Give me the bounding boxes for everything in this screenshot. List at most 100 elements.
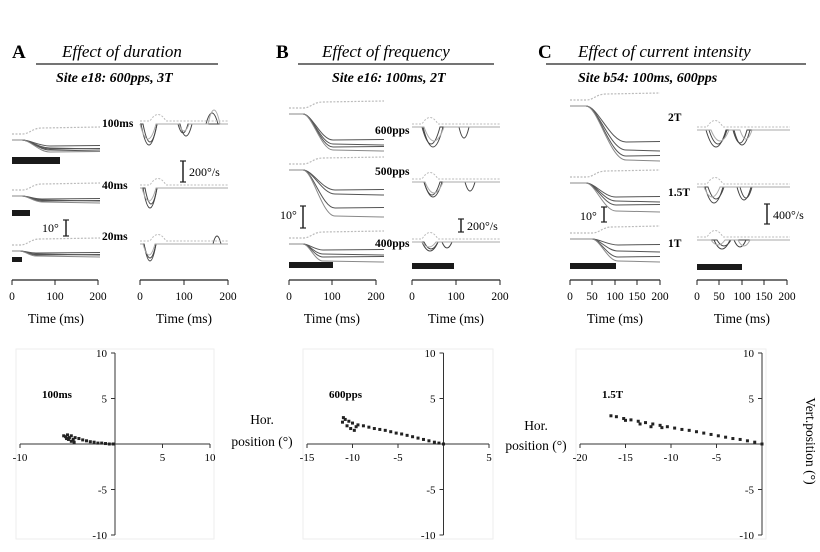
scatter-point	[347, 419, 351, 423]
hor-label-1a: Hor.	[250, 412, 274, 427]
scatter-point	[709, 432, 713, 436]
scatter-point	[389, 430, 393, 434]
y-tick-label: -10	[739, 530, 754, 542]
time-label-c-vel: Time (ms)	[714, 311, 770, 326]
trace-b-pos-500pps	[289, 169, 385, 191]
trace-b-vel-500pps	[412, 181, 500, 196]
scatter-point	[745, 439, 749, 443]
trace-b-vel-500pps-vertical	[412, 172, 500, 180]
scatter-point	[65, 437, 69, 441]
x-tick-label: -15	[618, 452, 633, 464]
trace-c-pos-2T-vertical	[570, 92, 661, 101]
time-axis-c-pos: 0 50 100 150 200 Time (ms)	[567, 279, 669, 326]
x-tick-label: 5	[486, 452, 492, 464]
trace-c-vel-2T	[697, 129, 790, 142]
trace-c-pos-1T	[570, 238, 661, 246]
scale-a-velocity-label: 200°/s	[189, 165, 220, 179]
scatter-condition-label: 1.5T	[602, 389, 624, 401]
scale-c-velocity: 400°/s	[764, 203, 804, 225]
y-tick-label: -5	[426, 485, 436, 497]
position-scatter-plots: -10 5 10 10 5 -5 -10 100ms -15 -10 -5 5 10 5 -5 -10 600p…	[13, 348, 767, 542]
scale-a-velocity: 200°/s	[180, 160, 220, 183]
scatter-point	[622, 417, 626, 421]
trace-b-vel-600pps	[412, 126, 500, 142]
scatter-point	[100, 441, 104, 445]
time-label-a-vel: Time (ms)	[156, 311, 212, 326]
scale-b-position-label: 10°	[280, 208, 297, 222]
scatter-point	[356, 423, 360, 427]
tick-label: 150	[755, 291, 773, 303]
scatter-point	[432, 440, 436, 444]
scatter-point	[665, 425, 669, 429]
tick-label: 100	[175, 291, 193, 303]
scatter-point	[81, 438, 85, 442]
trace-b-pos-600pps-vertical	[289, 100, 385, 109]
stim-bar-a-40ms	[12, 210, 30, 216]
scatter-point	[73, 436, 77, 440]
scale-a-position: 10°	[42, 219, 69, 237]
trace-c-pos-1T-vertical	[570, 225, 661, 234]
tick-label: 0	[9, 291, 15, 303]
scatter-point	[62, 434, 66, 438]
trace-b-pos-400pps	[289, 243, 385, 251]
scatter-point	[442, 442, 445, 446]
tick-label: 200	[367, 291, 385, 303]
trace-a-vel-20ms	[140, 243, 228, 256]
tick-label: 100	[733, 291, 751, 303]
panel-c-site: Site b54: 100ms, 600pps	[578, 71, 718, 86]
scatter-condition-label: 100ms	[42, 389, 73, 401]
tick-label: 100	[447, 291, 465, 303]
scatter-point	[111, 442, 115, 446]
y-tick-label: 10	[425, 348, 437, 360]
trace-a-pos-20ms	[12, 250, 101, 258]
trace-c-pos-2T	[570, 105, 661, 143]
trace-a-pos-40ms-vertical	[12, 182, 101, 191]
scatter-point	[638, 422, 642, 426]
tick-label: 200	[219, 291, 237, 303]
x-tick-label: 10	[205, 452, 217, 464]
trace-c-pos-2T	[570, 105, 661, 162]
tick-label: 200	[778, 291, 796, 303]
scatter-point	[64, 435, 68, 439]
hor-label-2a: Hor.	[524, 418, 548, 433]
scatter-point	[104, 442, 107, 446]
trace-b-pos-600pps	[289, 113, 385, 152]
scatter-point	[427, 439, 431, 443]
scatter-point	[421, 437, 425, 441]
x-tick-label: -10	[664, 452, 679, 464]
scatter-frame	[575, 348, 767, 540]
scatter-point	[378, 427, 382, 431]
scatter-point	[673, 426, 677, 430]
tick-label: 0	[409, 291, 415, 303]
scatter-point	[724, 435, 728, 439]
trace-a-vel-100ms	[140, 112, 228, 146]
scatter-point	[66, 433, 69, 437]
y-tick-label: -10	[92, 530, 107, 542]
scatter-point	[69, 439, 73, 443]
trace-b-pos-500pps	[289, 169, 385, 209]
tick-label: 200	[651, 291, 669, 303]
y-tick-label: 10	[96, 348, 108, 360]
trace-c-vel-1T-vertical	[697, 230, 790, 238]
trace-b-pos-400pps	[289, 243, 385, 263]
trace-a-pos-100ms-vertical	[12, 126, 101, 135]
scatter-point	[66, 437, 70, 441]
trace-c-pos-1.5T	[570, 182, 661, 198]
scatter-plot-3: -20 -15 -10 -5 10 5 -5 -10 1.5T	[573, 348, 767, 542]
scatter-point	[687, 428, 691, 432]
y-tick-label: 5	[102, 394, 108, 406]
scatter-point	[88, 440, 92, 444]
panel-b-title: Effect of frequency	[321, 42, 450, 61]
panel-a-site: Site e18: 600pps, 3T	[56, 71, 174, 86]
scatter-frame	[15, 348, 215, 540]
x-tick-label: 5	[160, 452, 166, 464]
x-tick-label: -20	[573, 452, 588, 464]
x-tick-label: -5	[393, 452, 403, 464]
stim-bar-b-vel	[412, 263, 454, 269]
trace-a-pos-100ms	[12, 139, 101, 153]
scatter-point	[77, 437, 81, 441]
scatter-point	[71, 437, 75, 441]
panel-c-letter: C	[538, 42, 552, 63]
